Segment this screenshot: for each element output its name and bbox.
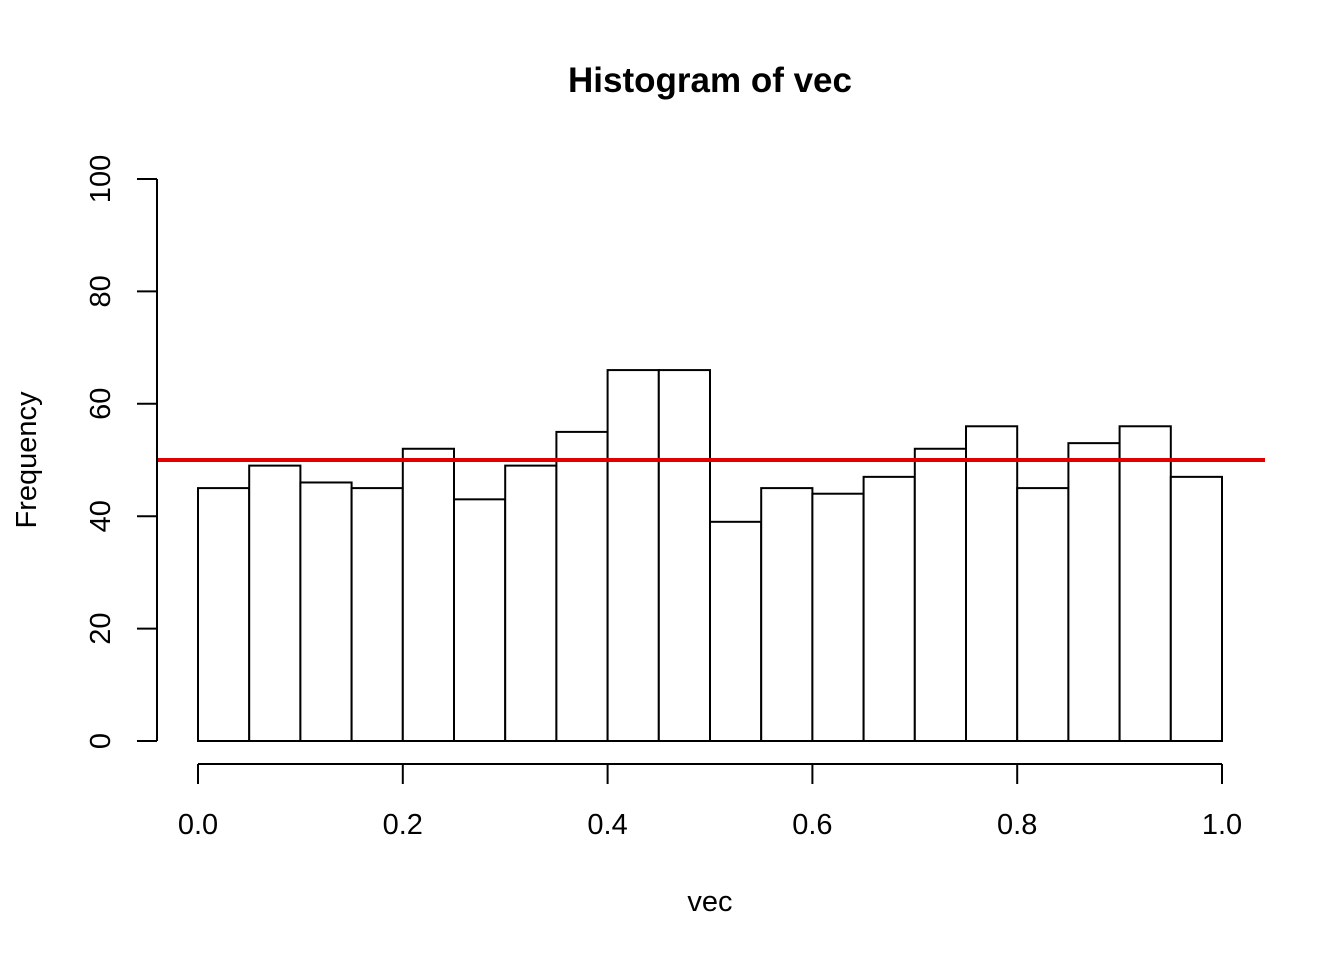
histogram-bar xyxy=(401,447,455,742)
y-tick-label: 60 xyxy=(85,388,117,420)
y-axis: 0 20 40 60 80 100 xyxy=(85,155,158,749)
x-tick-label: 1.0 xyxy=(1202,809,1242,841)
y-tick-label: 80 xyxy=(85,275,117,307)
histogram-bar xyxy=(1118,425,1172,742)
bars-group xyxy=(197,369,1224,742)
histogram-bar xyxy=(657,369,711,742)
chart-title: Histogram of vec xyxy=(568,61,852,100)
histogram-bar xyxy=(913,447,967,742)
y-tick-label: 40 xyxy=(85,500,117,532)
x-tick-label: 0.2 xyxy=(383,809,423,841)
histogram-bar xyxy=(811,492,865,742)
histogram-bar xyxy=(504,464,558,742)
y-tick-label: 100 xyxy=(85,155,117,203)
histogram-bar xyxy=(709,520,763,742)
x-tick-label: 0.8 xyxy=(997,809,1037,841)
histogram-bar xyxy=(350,487,404,742)
histogram-bar xyxy=(760,487,814,742)
x-axis: 0.0 0.2 0.4 0.6 0.8 1.0 xyxy=(178,763,1242,841)
histogram-bar xyxy=(248,464,302,742)
histogram-bar xyxy=(1067,442,1121,742)
histogram-bar xyxy=(1016,487,1070,742)
histogram-bar xyxy=(453,498,507,742)
y-tick-label: 20 xyxy=(85,612,117,644)
y-axis-label: Frequency xyxy=(11,391,43,529)
histogram-bar xyxy=(862,475,916,742)
histogram-bar xyxy=(299,481,353,742)
histogram-bar xyxy=(1169,475,1224,742)
histogram-bar xyxy=(555,430,609,742)
x-tick-label: 0.0 xyxy=(178,809,218,841)
x-axis-label: vec xyxy=(687,886,732,918)
histogram-bar xyxy=(197,487,251,742)
x-tick-label: 0.4 xyxy=(587,809,627,841)
histogram-bar xyxy=(965,425,1019,742)
y-tick-label: 0 xyxy=(85,733,117,749)
x-tick-label: 0.6 xyxy=(792,809,832,841)
histogram-bar xyxy=(606,369,660,742)
